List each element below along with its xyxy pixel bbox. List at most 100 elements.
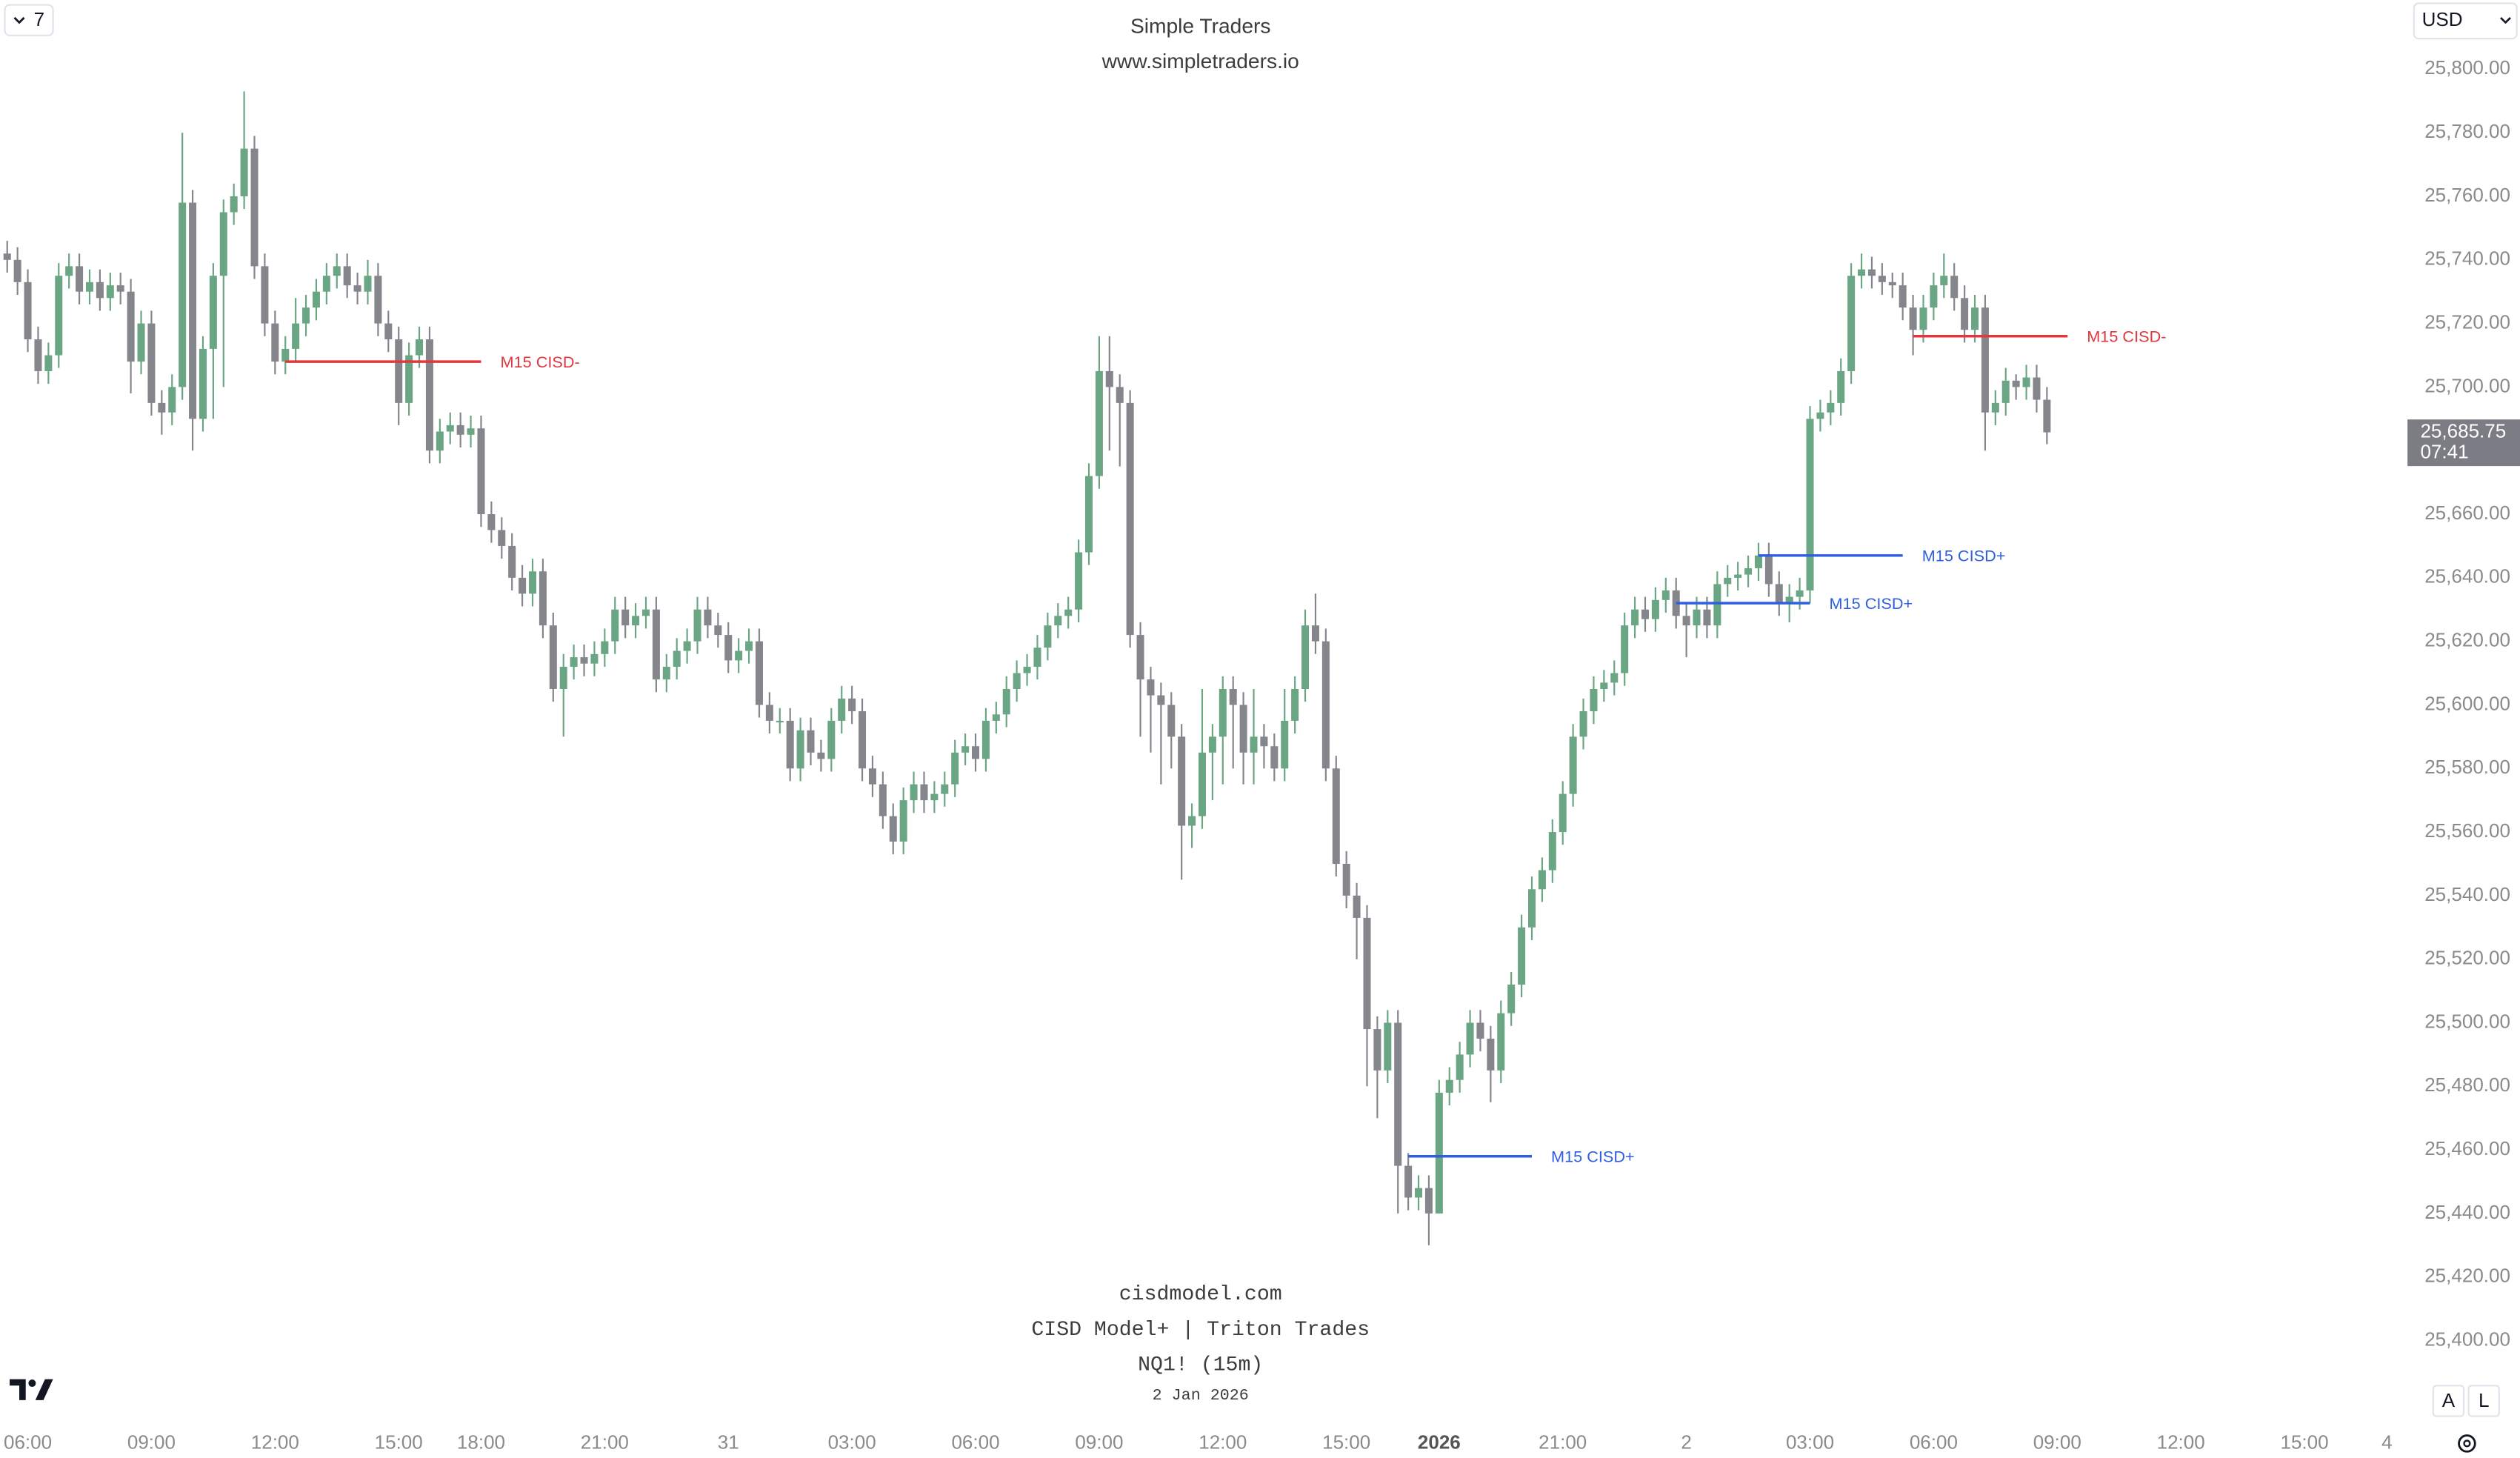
watermark-line: cisdmodel.com bbox=[1119, 1283, 1282, 1306]
candle-body bbox=[147, 323, 156, 403]
y-tick-label: 25,660.00 bbox=[2424, 502, 2510, 524]
y-tick-label: 25,600.00 bbox=[2424, 692, 2510, 714]
x-tick-label: 2026 bbox=[1418, 1431, 1461, 1453]
candle-body bbox=[446, 425, 454, 432]
candle-body bbox=[889, 816, 897, 842]
currency-button[interactable]: USD bbox=[2413, 2, 2518, 40]
x-tick-label: 06:00 bbox=[951, 1431, 999, 1453]
candle-body bbox=[755, 641, 763, 705]
candle-body bbox=[776, 720, 784, 723]
candle-body bbox=[992, 714, 1000, 721]
candle-body bbox=[467, 428, 475, 435]
candle-body bbox=[1538, 870, 1546, 890]
tradingview-logo[interactable] bbox=[10, 1379, 53, 1400]
candle-body bbox=[1590, 689, 1598, 712]
candle-body bbox=[1909, 307, 1917, 330]
y-tick-label: 25,560.00 bbox=[2424, 819, 2510, 842]
candle-body bbox=[1116, 387, 1124, 403]
candle-body bbox=[2033, 377, 2041, 400]
candle-body bbox=[209, 276, 217, 349]
candle-body bbox=[683, 641, 691, 651]
logo-part bbox=[28, 1379, 36, 1388]
candle-body bbox=[590, 653, 599, 664]
candle-body bbox=[1837, 370, 1845, 403]
x-tick-label: 21:00 bbox=[1539, 1431, 1587, 1453]
y-tick-label: 25,780.00 bbox=[2424, 120, 2510, 142]
y-tick-label: 25,520.00 bbox=[2424, 947, 2510, 969]
y-tick-label: 25,800.00 bbox=[2424, 56, 2510, 79]
candle-body bbox=[1497, 1013, 1505, 1071]
candle-body bbox=[735, 650, 743, 661]
candle-body bbox=[456, 425, 464, 435]
candle-body bbox=[487, 514, 496, 530]
candle-body bbox=[920, 784, 928, 801]
x-tick-label: 09:00 bbox=[127, 1431, 176, 1453]
candle-body bbox=[425, 339, 433, 451]
candle-body bbox=[1075, 552, 1083, 610]
candle-body bbox=[1528, 889, 1536, 928]
x-tick-label: 4 bbox=[2381, 1431, 2392, 1453]
candle-body bbox=[1764, 555, 1773, 585]
candle-body bbox=[879, 784, 887, 816]
candle-body bbox=[1940, 276, 1948, 286]
candle-body bbox=[1311, 625, 1319, 642]
candle-body bbox=[1424, 1188, 1433, 1214]
candle-body bbox=[2022, 377, 2030, 387]
candle-body bbox=[838, 698, 846, 721]
candle-body bbox=[1208, 736, 1216, 753]
candle-body bbox=[1682, 616, 1690, 626]
candle-body bbox=[24, 282, 32, 340]
level-label: M15 CISD+ bbox=[1551, 1148, 1635, 1166]
candle-body bbox=[1084, 476, 1093, 553]
settings-button[interactable] bbox=[2458, 1434, 2476, 1453]
candle-body bbox=[848, 698, 856, 712]
chevron-icon bbox=[2500, 17, 2511, 24]
level-label: M15 CISD- bbox=[501, 353, 580, 371]
x-tick-label: 21:00 bbox=[581, 1431, 629, 1453]
candle-body bbox=[724, 635, 733, 661]
candle-body bbox=[1847, 276, 1856, 371]
candle-body bbox=[1178, 736, 1186, 826]
candle-body bbox=[621, 609, 630, 626]
candle-body bbox=[1579, 711, 1587, 737]
candle-body bbox=[2001, 380, 2010, 403]
candle-body bbox=[1044, 625, 1052, 648]
candle-body bbox=[1631, 609, 1639, 626]
candle-body bbox=[1456, 1054, 1464, 1080]
candle-body bbox=[528, 571, 537, 594]
interval-button[interactable]: 7 bbox=[4, 4, 54, 36]
last-price-label: 25,685.75 bbox=[2420, 419, 2506, 442]
button-label: A bbox=[2442, 1389, 2456, 1411]
candle-body bbox=[1394, 1022, 1402, 1166]
x-tick-label: 09:00 bbox=[1075, 1431, 1123, 1453]
log-scale-button[interactable]: L bbox=[2467, 1385, 2500, 1417]
candle-body bbox=[1858, 269, 1866, 276]
candle-body bbox=[1260, 736, 1268, 747]
y-tick-label: 25,700.00 bbox=[2424, 374, 2510, 396]
candle-body bbox=[570, 657, 578, 667]
candle-body bbox=[1353, 895, 1361, 918]
candle-body bbox=[1229, 689, 1237, 705]
candle-body bbox=[1961, 298, 1969, 330]
candle-body bbox=[1466, 1022, 1474, 1055]
candle-body bbox=[941, 784, 949, 794]
candle-body bbox=[868, 768, 876, 785]
candle-body bbox=[137, 323, 145, 362]
candle-body bbox=[2012, 380, 2020, 387]
candle-body bbox=[632, 616, 640, 626]
candle-body bbox=[1445, 1079, 1453, 1093]
candle-body bbox=[1991, 402, 1999, 413]
candle-body bbox=[364, 276, 372, 292]
candle-body bbox=[1713, 584, 1721, 626]
candle-body bbox=[704, 609, 712, 626]
auto-scale-button[interactable]: A bbox=[2432, 1385, 2465, 1417]
candle-body bbox=[1219, 689, 1227, 737]
candle-body bbox=[1281, 720, 1289, 769]
candle-body bbox=[158, 402, 166, 413]
candle-body bbox=[1569, 736, 1577, 794]
candle-body bbox=[302, 307, 310, 324]
candle-body bbox=[910, 784, 918, 801]
chart-title: Simple Traders bbox=[1130, 13, 1271, 37]
x-tick-label: 15:00 bbox=[1322, 1431, 1370, 1453]
candle-body bbox=[765, 705, 773, 721]
